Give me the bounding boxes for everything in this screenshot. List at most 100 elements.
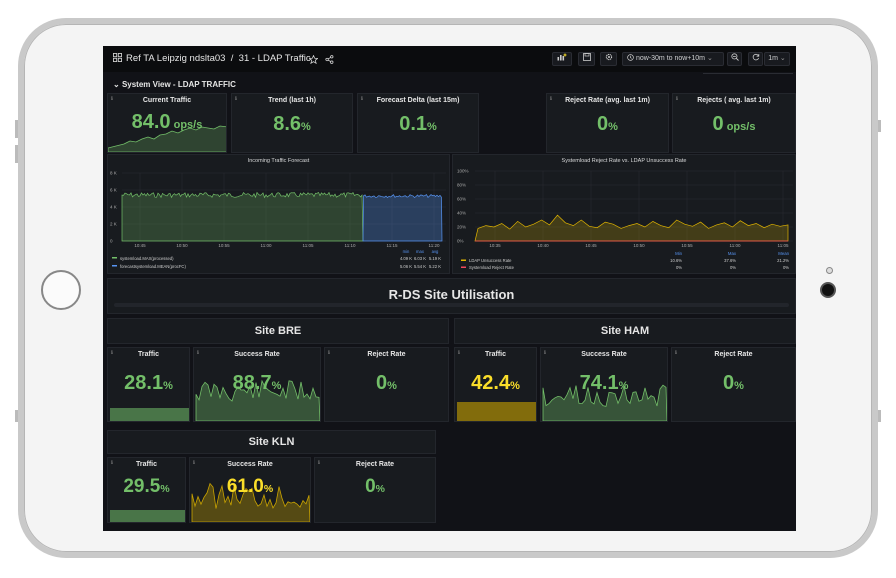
stat-trend[interactable]: ℹ Trend (last 1h) 8.6% (231, 93, 353, 153)
info-icon[interactable]: ℹ (235, 96, 237, 102)
incoming-traffic-forecast-panel[interactable]: Incoming Traffic Forecast 8 K 6 K 4 K 2 K 0 1… (107, 154, 450, 274)
panel-title: Traffic (484, 351, 506, 358)
legend-header: Min (675, 251, 683, 256)
home-button[interactable] (41, 270, 81, 310)
info-icon[interactable]: ℹ (111, 350, 113, 356)
x-tick-label: 10:50 (176, 243, 188, 248)
stat-value: 0% (376, 372, 397, 394)
success-sparkline (191, 482, 310, 522)
share-icon[interactable] (325, 55, 334, 64)
star-icon[interactable] (309, 55, 318, 64)
success-sparkline (195, 379, 320, 421)
info-icon[interactable]: ℹ (676, 96, 678, 102)
site-bre-reject-rate[interactable]: ℹ Reject Rate 0% (324, 347, 449, 422)
toolbar-underline (703, 73, 793, 74)
refresh-interval-picker[interactable]: 1m ⌄ (764, 52, 790, 66)
volume-up-button (15, 120, 18, 138)
panel-title: Traffic (135, 461, 157, 468)
info-icon[interactable]: ℹ (328, 350, 330, 356)
stat-forecast-delta[interactable]: ℹ Forecast Delta (last 15m) 0.1% (357, 93, 479, 153)
zoom-out-button[interactable] (727, 52, 742, 66)
info-icon[interactable]: ℹ (361, 96, 363, 102)
info-icon[interactable]: ℹ (111, 460, 113, 466)
y-tick-label: 100% (457, 169, 469, 174)
legend-series-name: systemload.MAX(processed) (120, 256, 174, 261)
x-tick-label: 10:50 (633, 243, 645, 248)
info-icon[interactable]: ℹ (458, 350, 460, 356)
legend-value: 0% (783, 265, 789, 270)
breadcrumb-folder[interactable]: Ref TA Leipzig ndslta03 (126, 53, 226, 64)
legend-value: 10.6% (670, 258, 682, 263)
legend-swatch (112, 265, 117, 267)
camera (820, 282, 836, 298)
y-tick-label: 8 K (110, 171, 117, 176)
x-tick-label: 11:20 (429, 243, 440, 248)
y-tick-label: 0% (457, 239, 464, 244)
y-tick-label: 80% (457, 183, 466, 188)
legend-swatch (461, 259, 466, 261)
stat-value: 74.1% (579, 372, 629, 394)
dashboard-title[interactable]: 31 - LDAP Traffic (238, 53, 311, 64)
refresh-button[interactable] (748, 52, 763, 66)
site-ham-traffic[interactable]: ℹ Traffic 42.4% (454, 347, 537, 422)
x-tick-label: 10:45 (134, 243, 146, 248)
zoom-out-icon (730, 53, 739, 61)
stat-current-traffic[interactable]: ℹ Current Traffic 84.0 ops/s (107, 93, 227, 153)
panel-title: Success Rate (234, 351, 280, 358)
info-icon[interactable]: ℹ (111, 96, 113, 102)
stat-rejects[interactable]: ℹ Rejects ( avg. last 1m) 0 ops/s (672, 93, 796, 153)
site-bre-traffic[interactable]: ℹ Traffic 28.1% (107, 347, 190, 422)
panel-title: Reject Rate (avg. last 1m) (565, 97, 650, 104)
traffic-sparkline (457, 402, 536, 421)
site-kln-traffic[interactable]: ℹ Traffic 29.5% (107, 457, 186, 523)
row-title[interactable]: ⌄ System View - LDAP TRAFFIC (113, 80, 236, 89)
breadcrumb-separator: / (230, 53, 234, 64)
info-icon[interactable]: ℹ (318, 460, 320, 466)
site-bre-success-rate[interactable]: ℹ Success Rate 88.7% (193, 347, 321, 422)
site-title: Site BRE (254, 325, 302, 337)
utilisation-title: R-DS Site Utilisation (388, 287, 515, 302)
legend-header: avg (432, 249, 439, 254)
site-ham-reject-rate[interactable]: ℹ Reject Rate 0% (671, 347, 796, 422)
stat-value: 0.1% (399, 113, 437, 135)
info-icon[interactable]: ℹ (550, 96, 552, 102)
stat-value: 0% (365, 476, 385, 497)
site-kln-success-rate[interactable]: ℹ Success Rate 61.0% (189, 457, 311, 523)
settings-button[interactable] (600, 52, 617, 66)
site-ham-success-rate[interactable]: ℹ Success Rate 74.1% (540, 347, 668, 422)
y-tick-label: 6 K (110, 188, 117, 193)
add-panel-button[interactable] (552, 52, 572, 66)
x-tick-label: 11:05 (778, 243, 789, 248)
chevron-down-icon: ⌄ (706, 55, 713, 62)
stat-value: 84.0 ops/s (131, 111, 203, 133)
stat-value: 42.4% (471, 372, 520, 394)
stat-value: 0 ops/s (712, 113, 756, 135)
top-nav-bar: Ref TA Leipzig ndslta03 / 31 - LDAP Traf… (103, 46, 796, 72)
info-icon[interactable]: ℹ (675, 350, 677, 356)
breadcrumb: Ref TA Leipzig ndslta03 / 31 - LDAP Traf… (113, 53, 311, 64)
reject-vs-unsuccess-panel[interactable]: Systemload Reject Rate vs. LDAP Unsucces… (452, 154, 796, 274)
panel-title: Reject Rate (714, 351, 753, 358)
legend-value: 21.2% (777, 258, 789, 263)
row-title-label: System View - LDAP TRAFFIC (121, 80, 236, 89)
panel-title: Success Rate (227, 461, 273, 468)
traffic-sparkline (110, 408, 189, 421)
y-tick-label: 4 K (110, 205, 117, 210)
legend-header: Max (728, 251, 737, 256)
x-tick-label: 11:05 (303, 243, 314, 248)
stat-reject-rate[interactable]: ℹ Reject Rate (avg. last 1m) 0% (546, 93, 669, 153)
info-icon[interactable]: ℹ (193, 460, 195, 466)
y-tick-label: 60% (457, 197, 466, 202)
panel-title: Rejects ( avg. last 1m) (697, 97, 771, 104)
info-icon[interactable]: ℹ (544, 350, 546, 356)
chart-title: Systemload Reject Rate vs. LDAP Unsucces… (561, 158, 687, 164)
utilisation-divider (114, 303, 789, 307)
time-range-picker[interactable]: now-30m to now+10m ⌄ (622, 52, 724, 66)
y-tick-label: 0 (110, 239, 113, 244)
dashboards-grid-icon[interactable] (113, 53, 122, 62)
legend-value: 37.6% (724, 258, 736, 263)
save-dashboard-button[interactable] (578, 52, 595, 66)
x-tick-label: 10:35 (489, 243, 501, 248)
info-icon[interactable]: ℹ (197, 350, 199, 356)
site-kln-reject-rate[interactable]: ℹ Reject Rate 0% (314, 457, 436, 523)
